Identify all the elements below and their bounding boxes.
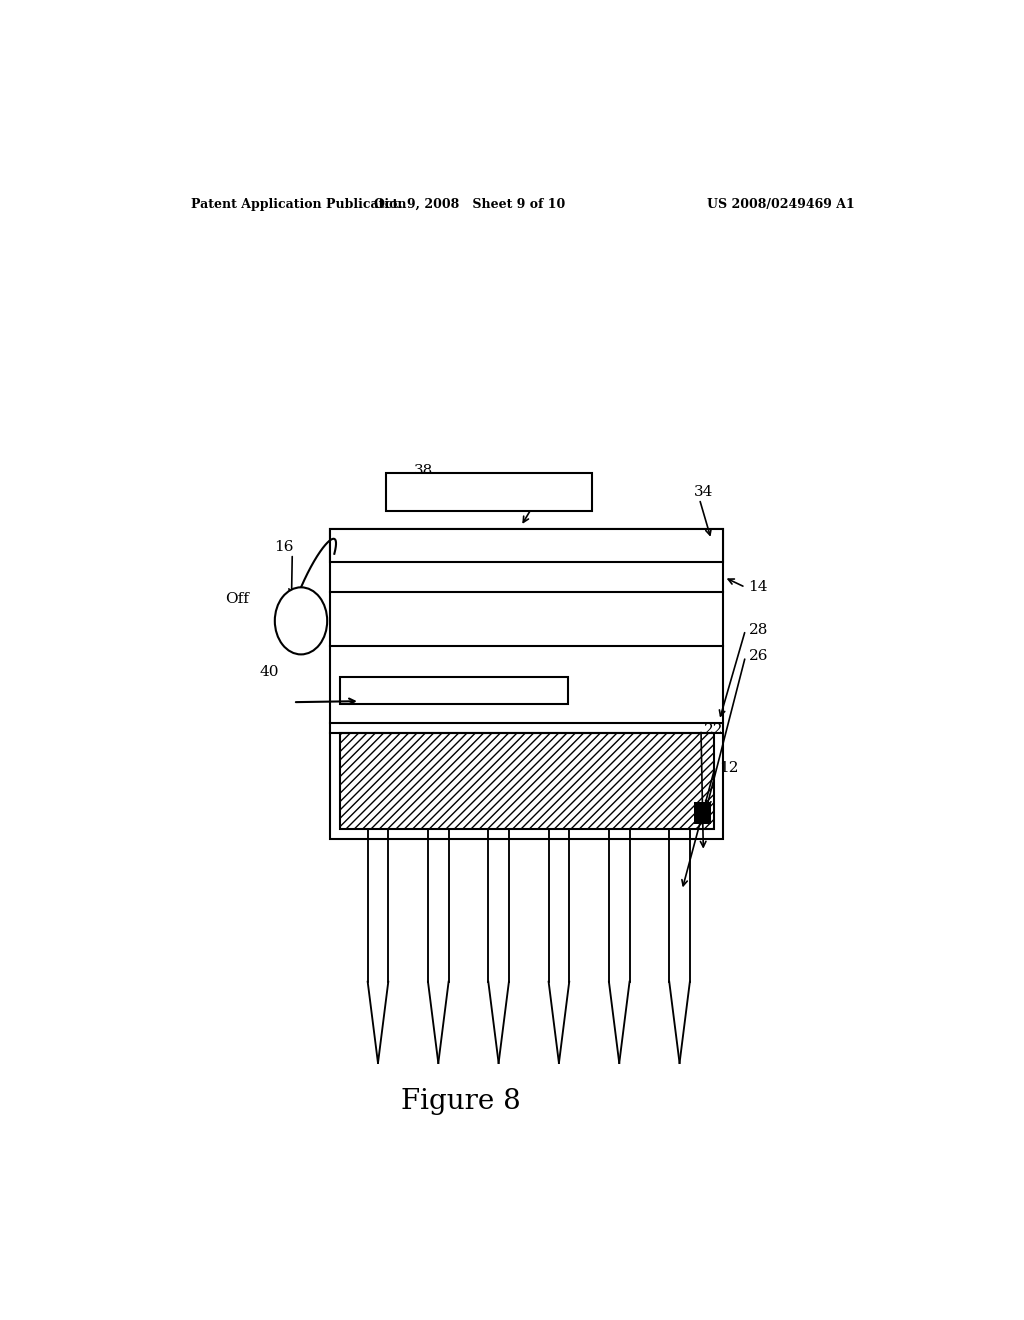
Text: Oct. 9, 2008   Sheet 9 of 10: Oct. 9, 2008 Sheet 9 of 10 <box>374 198 565 211</box>
Text: Patent Application Publication: Patent Application Publication <box>191 198 407 211</box>
Text: 22: 22 <box>705 722 724 737</box>
Bar <box>340 677 568 704</box>
Bar <box>340 733 714 829</box>
Circle shape <box>274 587 328 655</box>
Bar <box>331 529 723 840</box>
Text: 12: 12 <box>719 762 738 775</box>
Bar <box>331 529 723 562</box>
Bar <box>386 474 592 511</box>
Text: 40: 40 <box>259 665 279 678</box>
Text: US 2008/0249469 A1: US 2008/0249469 A1 <box>708 198 855 211</box>
Text: 38: 38 <box>414 465 433 478</box>
Text: 28: 28 <box>749 623 768 638</box>
Text: Off: Off <box>225 591 249 606</box>
Text: Figure 8: Figure 8 <box>401 1088 521 1115</box>
Text: 14: 14 <box>749 581 768 594</box>
Bar <box>694 801 712 824</box>
Text: 16: 16 <box>274 540 294 553</box>
Text: 36: 36 <box>535 482 554 496</box>
Text: 26: 26 <box>749 649 768 664</box>
Text: 34: 34 <box>693 484 713 499</box>
